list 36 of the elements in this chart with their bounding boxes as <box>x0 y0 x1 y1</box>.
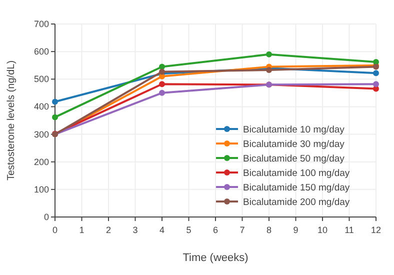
x-tick-label: 5 <box>186 225 192 235</box>
y-tick-label: 100 <box>34 184 49 194</box>
x-tick-label: 11 <box>344 225 354 235</box>
y-tick-label: 300 <box>34 129 49 140</box>
point <box>52 114 58 120</box>
x-tick-label: 0 <box>52 225 58 235</box>
x-tick-label: 10 <box>317 225 328 235</box>
legend-label: Bicalutamide 100 mg/day <box>243 168 350 179</box>
y-tick-label: 700 <box>34 19 49 29</box>
point <box>266 51 272 58</box>
legend-label: Bicalutamide 150 mg/day <box>243 182 350 194</box>
y-tick-label: 200 <box>34 156 49 167</box>
x-tick-label: 8 <box>266 225 272 235</box>
x-tick-label: 7 <box>240 225 245 235</box>
x-tick-label: 9 <box>293 225 298 235</box>
point <box>159 81 165 88</box>
x-tick-label: 12 <box>370 225 382 235</box>
x-tick-label: 2 <box>106 225 112 235</box>
y-tick-label: 400 <box>34 102 49 112</box>
x-tick-label: 4 <box>159 225 165 235</box>
legend-label: Bicalutamide 10 mg/day <box>243 124 345 136</box>
legend-label: Bicalutamide 50 mg/day <box>243 154 345 164</box>
x-tick-label: 6 <box>212 225 218 235</box>
legend-label: Bicalutamide 30 mg/day <box>243 139 345 150</box>
point <box>159 90 165 96</box>
y-axis-title: Testosterone levels (ng/dL) <box>6 60 17 181</box>
y-tick-label: 0 <box>44 212 49 222</box>
x-tick-label: 1 <box>79 225 84 235</box>
y-tick-label: 500 <box>34 74 49 84</box>
legend-label: Bicalutamide 200 mg/day <box>243 197 350 208</box>
x-axis-title: Time (weeks) <box>182 252 248 264</box>
y-tick-label: 600 <box>34 46 49 57</box>
point <box>373 81 379 88</box>
point <box>373 70 379 76</box>
point <box>52 98 58 105</box>
x-tick-label: 3 <box>132 225 138 235</box>
